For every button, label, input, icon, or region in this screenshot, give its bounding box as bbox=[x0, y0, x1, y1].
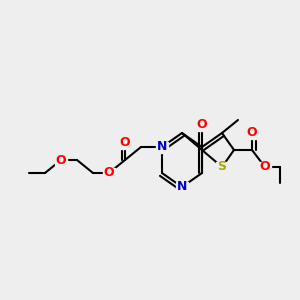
Text: O: O bbox=[247, 127, 257, 140]
Text: O: O bbox=[56, 154, 66, 166]
Text: O: O bbox=[104, 167, 114, 179]
Bar bbox=[259, 161, 271, 172]
Bar bbox=[119, 137, 131, 148]
Bar bbox=[246, 128, 258, 139]
Bar bbox=[176, 182, 188, 193]
Text: N: N bbox=[157, 140, 167, 154]
Text: O: O bbox=[120, 136, 130, 149]
Text: S: S bbox=[218, 160, 226, 173]
Bar bbox=[196, 119, 208, 130]
Bar bbox=[156, 142, 168, 152]
Bar bbox=[103, 167, 115, 178]
Text: O: O bbox=[197, 118, 207, 131]
Bar bbox=[216, 161, 228, 172]
Text: N: N bbox=[177, 181, 187, 194]
Text: O: O bbox=[260, 160, 270, 173]
Bar bbox=[55, 154, 67, 166]
